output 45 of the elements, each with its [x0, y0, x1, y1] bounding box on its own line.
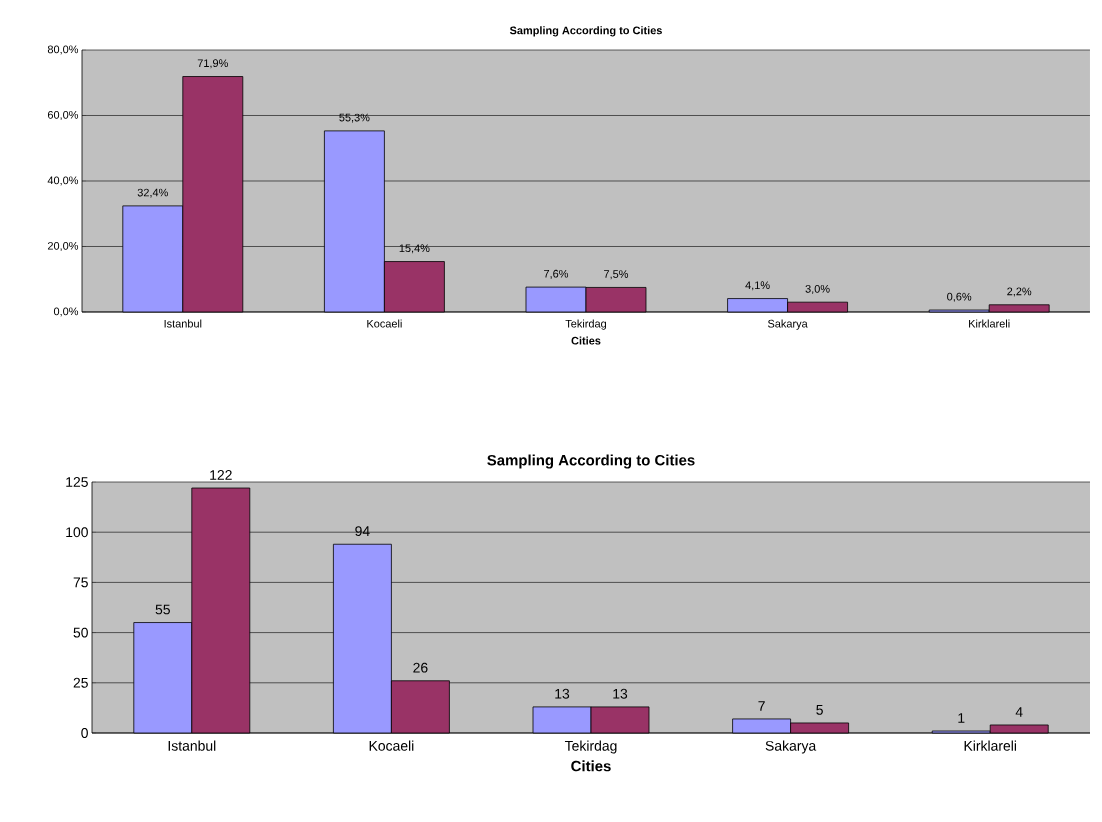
y-tick-label: 20,0%: [47, 241, 79, 252]
data-label: 7,5%: [604, 270, 629, 280]
x-tick-label: Sakarya: [767, 319, 808, 330]
data-label: 26: [413, 662, 428, 673]
y-tick-label: 125: [66, 477, 88, 487]
data-label: 94: [355, 526, 370, 537]
data-label: 13: [555, 688, 570, 699]
chart-title: Sampling According to Cities: [509, 26, 662, 37]
data-label: 13: [613, 688, 628, 699]
data-label: 7,6%: [544, 269, 569, 279]
x-tick-label: Kocaeli: [369, 740, 414, 751]
data-label: 0,6%: [947, 292, 972, 302]
data-label: 7: [758, 701, 765, 711]
y-tick-label: 100: [66, 527, 88, 538]
data-label: 32,4%: [137, 188, 168, 198]
data-label: 4,1%: [745, 281, 770, 291]
data-label: 71,9%: [197, 59, 228, 69]
x-tick-label: Tekirdag: [565, 319, 606, 330]
data-label: 3,0%: [805, 284, 830, 294]
x-tick-label: Sakarya: [765, 740, 817, 754]
chart-title: Sampling According to Cities: [487, 454, 695, 469]
data-label: 55,3%: [339, 113, 370, 123]
y-tick-label: 40,0%: [47, 176, 79, 186]
x-tick-label: Kirklareli: [964, 740, 1016, 751]
data-label: 122: [210, 470, 232, 480]
x-tick-label: Kirklareli: [969, 319, 1010, 328]
data-label: 1: [958, 713, 965, 723]
x-tick-label: Istanbul: [168, 740, 216, 751]
y-tick-label: 75: [73, 577, 88, 588]
y-tick-label: 50: [73, 627, 88, 638]
x-tick-label: Kocaeli: [367, 319, 402, 328]
data-label: 55: [155, 604, 170, 615]
data-label: 5: [816, 705, 823, 715]
x-axis-title: Cities: [571, 760, 611, 772]
x-axis-title: Cities: [571, 336, 601, 345]
y-tick-label: 0: [81, 728, 88, 738]
data-label: 4: [1015, 707, 1023, 717]
y-tick-label: 60,0%: [47, 110, 79, 121]
y-tick-label: 25: [73, 677, 88, 688]
data-label: 15,4%: [399, 244, 430, 254]
y-tick-label: 80,0%: [47, 45, 79, 55]
x-tick-label: Istanbul: [164, 319, 202, 328]
data-label: 2,2%: [1007, 287, 1032, 297]
x-tick-label: Tekirdag: [564, 740, 617, 754]
y-tick-label: 0,0%: [53, 307, 79, 317]
